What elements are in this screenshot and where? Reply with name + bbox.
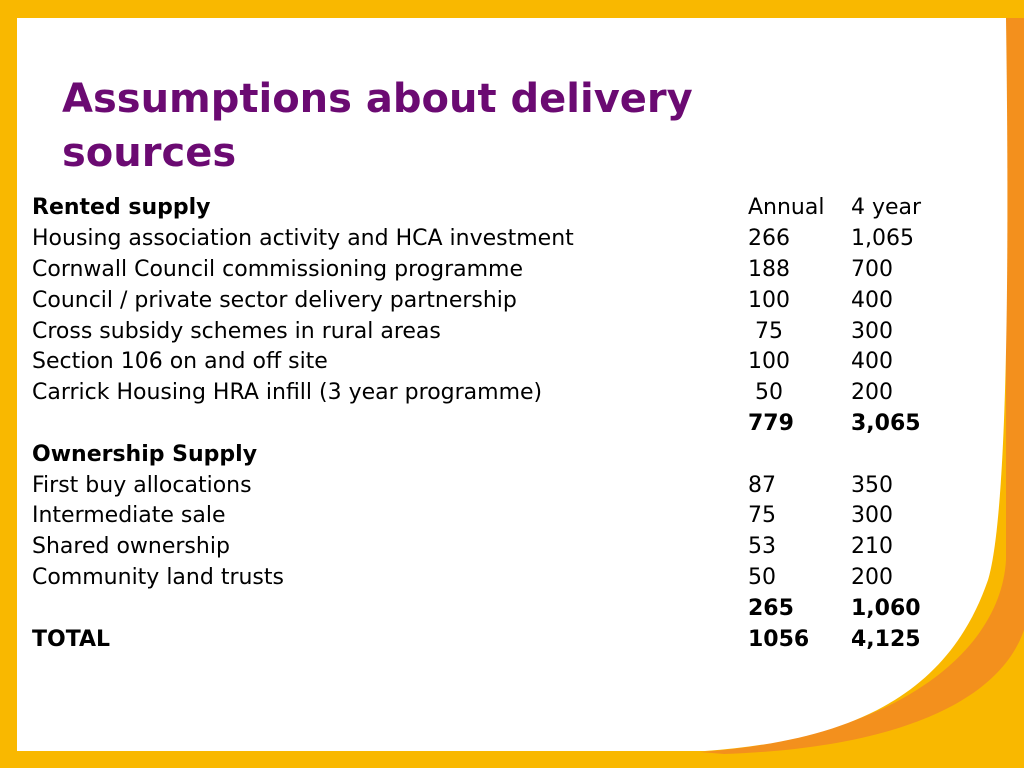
row-annual-value: 266 bbox=[748, 226, 790, 252]
row-label: Rented supply bbox=[32, 195, 211, 221]
row-annual-value: 1056 bbox=[748, 626, 810, 652]
row-label: Shared ownership bbox=[32, 534, 230, 560]
row-four-year-value: 350 bbox=[851, 472, 893, 498]
row-four-year-value: 300 bbox=[851, 503, 893, 529]
row-label: Intermediate sale bbox=[32, 503, 226, 529]
row-four-year-value: 400 bbox=[851, 349, 893, 375]
table-row: Intermediate sale 75 300 bbox=[32, 501, 961, 532]
row-label: Council / private sector delivery partne… bbox=[32, 287, 517, 313]
table-row: 779 3,065 bbox=[32, 409, 961, 440]
row-annual-value: 779 bbox=[748, 410, 794, 436]
row-annual-value: 100 bbox=[748, 349, 790, 375]
row-four-year-value: 300 bbox=[851, 318, 893, 344]
row-four-year-value bbox=[851, 439, 961, 470]
row-label: Section 106 on and off site bbox=[32, 349, 328, 375]
table-row: Housing association activity and HCA inv… bbox=[32, 224, 961, 255]
row-four-year-value: 200 bbox=[851, 380, 893, 406]
table-row: Ownership Supply bbox=[32, 439, 961, 470]
table-row: Community land trusts 50 200 bbox=[32, 563, 961, 594]
row-annual-value: Annual bbox=[748, 195, 825, 221]
row-four-year-value: 3,065 bbox=[851, 410, 921, 436]
row-annual-value: 50 bbox=[748, 564, 776, 590]
delivery-sources-table: Rented supply Annual 4 year Housing associa… bbox=[32, 193, 961, 655]
row-four-year-value: 700 bbox=[851, 256, 893, 282]
row-annual-value: 75 bbox=[748, 503, 776, 529]
table-row: Cross subsidy schemes in rural areas 75 3… bbox=[32, 316, 961, 347]
table-row: First buy allocations 87 350 bbox=[32, 470, 961, 501]
row-four-year-value: 210 bbox=[851, 534, 893, 560]
white-content-panel bbox=[17, 18, 1008, 751]
row-four-year-value: 200 bbox=[851, 564, 893, 590]
table-row: 265 1,060 bbox=[32, 593, 961, 624]
row-annual-value: 100 bbox=[748, 287, 790, 313]
table-row: Rented supply Annual 4 year bbox=[32, 193, 961, 224]
row-annual-value: 53 bbox=[748, 534, 776, 560]
row-label: First buy allocations bbox=[32, 472, 252, 498]
table-row: Carrick Housing HRA infill (3 year progr… bbox=[32, 378, 961, 409]
row-label: Cross subsidy schemes in rural areas bbox=[32, 318, 441, 344]
row-label bbox=[32, 593, 748, 624]
row-four-year-value: 400 bbox=[851, 287, 893, 313]
table-row: Cornwall Council commissioning programme… bbox=[32, 255, 961, 286]
table-row: Shared ownership 53 210 bbox=[32, 532, 961, 563]
row-label: Ownership Supply bbox=[32, 441, 258, 467]
row-four-year-value: 1,060 bbox=[851, 595, 921, 621]
slide-title: Assumptions about delivery sources bbox=[62, 76, 693, 176]
table-row: Council / private sector delivery partne… bbox=[32, 285, 961, 316]
table-body: Rented supply Annual 4 year Housing associa… bbox=[32, 193, 961, 655]
row-annual-value bbox=[748, 439, 851, 470]
table-row: TOTAL 1056 4,125 bbox=[32, 624, 961, 655]
row-four-year-value: 1,065 bbox=[851, 226, 914, 252]
row-label: TOTAL bbox=[32, 626, 111, 652]
row-label: Community land trusts bbox=[32, 564, 284, 590]
row-annual-value: 265 bbox=[748, 595, 794, 621]
row-annual-value: 50 bbox=[748, 380, 783, 406]
row-label bbox=[32, 409, 748, 440]
row-four-year-value: 4,125 bbox=[851, 626, 921, 652]
row-label: Cornwall Council commissioning programme bbox=[32, 256, 523, 282]
row-label: Carrick Housing HRA infill (3 year progr… bbox=[32, 380, 543, 406]
row-annual-value: 188 bbox=[748, 256, 790, 282]
row-annual-value: 87 bbox=[748, 472, 776, 498]
row-label: Housing association activity and HCA inv… bbox=[32, 226, 574, 252]
row-four-year-value: 4 year bbox=[851, 195, 922, 221]
table-row: Section 106 on and off site 100 400 bbox=[32, 347, 961, 378]
row-annual-value: 75 bbox=[748, 318, 783, 344]
